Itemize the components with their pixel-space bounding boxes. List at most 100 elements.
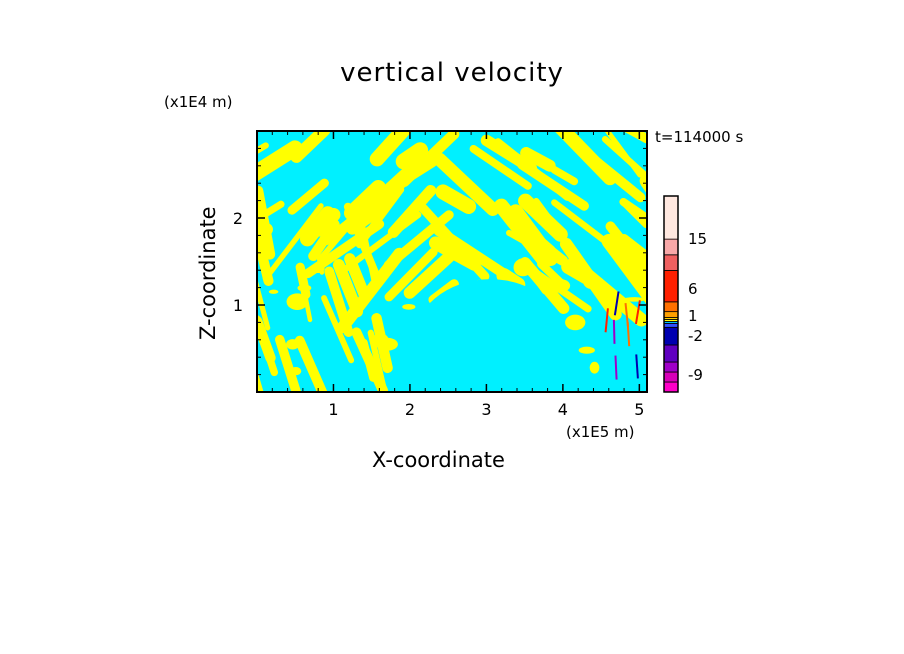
velocity-band [287,178,329,215]
x-scale-label: (x1E5 m) [566,423,635,441]
velocity-patch [286,293,308,310]
x-tick-label: 2 [405,400,415,419]
velocity-patch [513,258,533,277]
velocity-band [398,131,460,188]
velocity-band [321,295,355,364]
velocity-band [257,185,276,260]
colorbar-swatch [663,322,679,328]
velocity-band [579,147,646,203]
strong-velocity-streak [614,355,618,380]
colorbar-swatch [663,301,679,313]
velocity-band [294,335,330,392]
x-tick-label: 1 [328,400,338,419]
velocity-patch [622,297,647,302]
colorbar-swatch [663,326,679,346]
velocity-patch [402,303,416,310]
velocity-band [520,147,556,172]
colorbar-frame [663,195,679,393]
velocity-band [519,257,570,315]
velocity-patch [578,346,595,354]
velocity-band [383,210,454,270]
velocity-band [517,159,589,211]
velocity-band [257,372,268,392]
colorbar-swatch [663,344,679,363]
velocity-band [469,144,532,190]
velocity-band [344,179,386,221]
z-tick-label: 2 [233,209,243,228]
velocity-patch [297,284,312,292]
colorbar: 15 6 1 -2 -9 [663,195,707,393]
plot-frame [256,130,648,393]
velocity-patch [268,289,279,294]
velocity-band [332,259,364,318]
x-axis-label: X-coordinate [372,448,505,472]
velocity-patch [549,278,571,293]
velocity-band [435,184,477,214]
strong-velocity-streak [613,291,620,316]
x-axis: 1 2 3 4 5 [271,131,644,419]
velocity-band [620,198,647,229]
calm-region [412,279,569,392]
velocity-band [506,229,573,270]
colorbar-label: -2 [688,327,703,345]
colorbar-swatch [663,311,679,318]
colorbar-label: 6 [688,280,698,298]
velocity-band [369,131,412,167]
velocity-band [550,165,579,186]
velocity-band [299,206,336,247]
velocity-patch [589,361,600,374]
velocity-band [551,199,622,255]
plot-area [256,130,648,393]
colorbar-label: -9 [688,366,703,384]
velocity-band [257,140,303,197]
strong-velocity-streak [626,322,631,347]
colorbar-swatch [663,361,679,373]
velocity-band [257,273,271,331]
colorbar-swatch [663,270,679,303]
velocity-band [262,203,324,282]
velocity-band [257,142,269,164]
chart-title: vertical velocity [340,58,564,88]
velocity-patch [310,263,325,274]
x-tick-label: 3 [481,400,491,419]
velocity-band [257,315,279,377]
velocity-field [257,131,647,392]
strong-velocity-streak [634,300,641,325]
velocity-band [324,266,354,337]
x-tick-label: 5 [634,400,644,419]
velocity-band [317,213,360,263]
strong-velocity-streak [612,319,616,344]
z-tick-label: 1 [233,296,243,315]
velocity-band [429,236,481,271]
colorbar-label: 15 [688,230,707,248]
colorbar-swatch [663,238,679,256]
strong-velocity-streak [624,303,630,328]
colorbar-swatch [663,371,679,383]
velocity-band [290,131,331,163]
velocity-band [359,221,378,289]
velocity-band [257,217,274,286]
velocity-band [344,253,370,300]
z-axis: 12 [233,147,647,376]
velocity-band [432,152,500,216]
velocity-band [433,225,520,286]
velocity-band [395,142,429,170]
velocity-band [518,193,568,242]
z-scale-label: (x1E4 m) [164,93,233,111]
colorbar-swatch [663,381,679,393]
velocity-patch [376,337,398,351]
velocity-band [618,234,647,288]
colorbar-swatch [663,254,679,271]
x-tick-label: 4 [558,400,568,419]
velocity-band [384,247,438,302]
strong-velocity-streak [604,308,609,333]
strong-velocity-streak [635,354,639,379]
colorbar-swatch [663,195,679,240]
velocity-patch [290,367,302,376]
colorbar-label: 1 [688,307,698,325]
time-label: t=114000 s [655,128,744,146]
velocity-band [351,327,388,392]
velocity-patch [565,314,586,331]
velocity-band [343,211,422,272]
